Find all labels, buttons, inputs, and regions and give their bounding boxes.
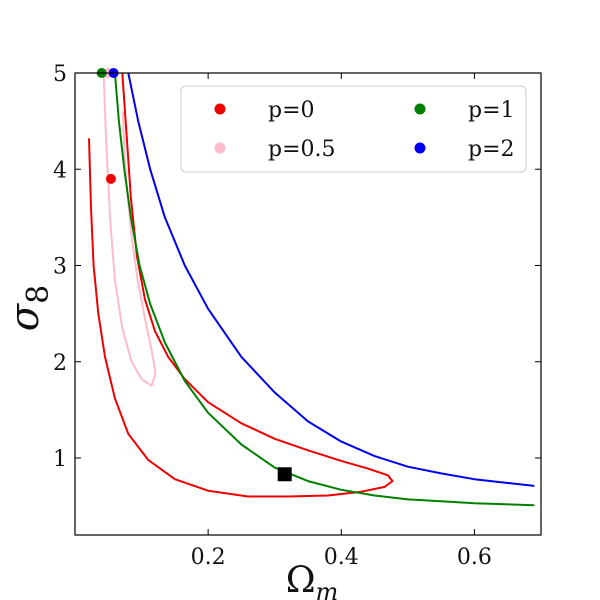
series-line-p=0.5 xyxy=(102,73,157,387)
x-tick-label: 0.4 xyxy=(324,545,359,570)
legend-label-p=0: p=0 xyxy=(268,98,315,123)
fiducial-square-marker xyxy=(277,467,292,482)
y-axis-title-group: σ8 xyxy=(2,285,56,331)
legend-marker-p=2 xyxy=(414,142,426,154)
y-tick-label: 4 xyxy=(53,158,67,183)
legend-marker-p=1 xyxy=(414,103,426,115)
series-line-p=0 xyxy=(88,73,394,498)
y-axis-title: σ8 xyxy=(2,285,56,331)
series-curves xyxy=(88,73,535,507)
y-tick-label: 1 xyxy=(53,447,67,472)
y-axis-title-main: σ xyxy=(2,302,48,331)
series-line-p=1 xyxy=(113,73,535,507)
series-marker-p=0 xyxy=(105,173,116,184)
y-axis-title-sub: 8 xyxy=(21,285,56,304)
plot-frame xyxy=(74,72,542,536)
x-axis-title-main: Ω xyxy=(286,560,316,600)
y-tick-label: 5 xyxy=(53,62,67,87)
x-axis-title: Ωm xyxy=(286,560,339,600)
x-tick-label: 0.6 xyxy=(457,545,492,570)
legend-label-p=1: p=1 xyxy=(468,98,515,123)
y-tick-label: 2 xyxy=(53,351,67,376)
y-tick-label: 3 xyxy=(53,255,67,280)
x-axis-title-sub: m xyxy=(316,578,339,600)
legend-marker-p=0.5 xyxy=(214,142,226,154)
series-line-p=2 xyxy=(127,73,535,487)
legend-label-p=0.5: p=0.5 xyxy=(268,137,336,162)
x-tick-label: 0.2 xyxy=(191,545,226,570)
legend: p=0 p=1 p=0.5 p=2 xyxy=(180,85,527,173)
legend-box xyxy=(180,85,527,173)
legend-label-p=2: p=2 xyxy=(468,137,515,162)
legend-marker-p=0 xyxy=(214,103,226,115)
